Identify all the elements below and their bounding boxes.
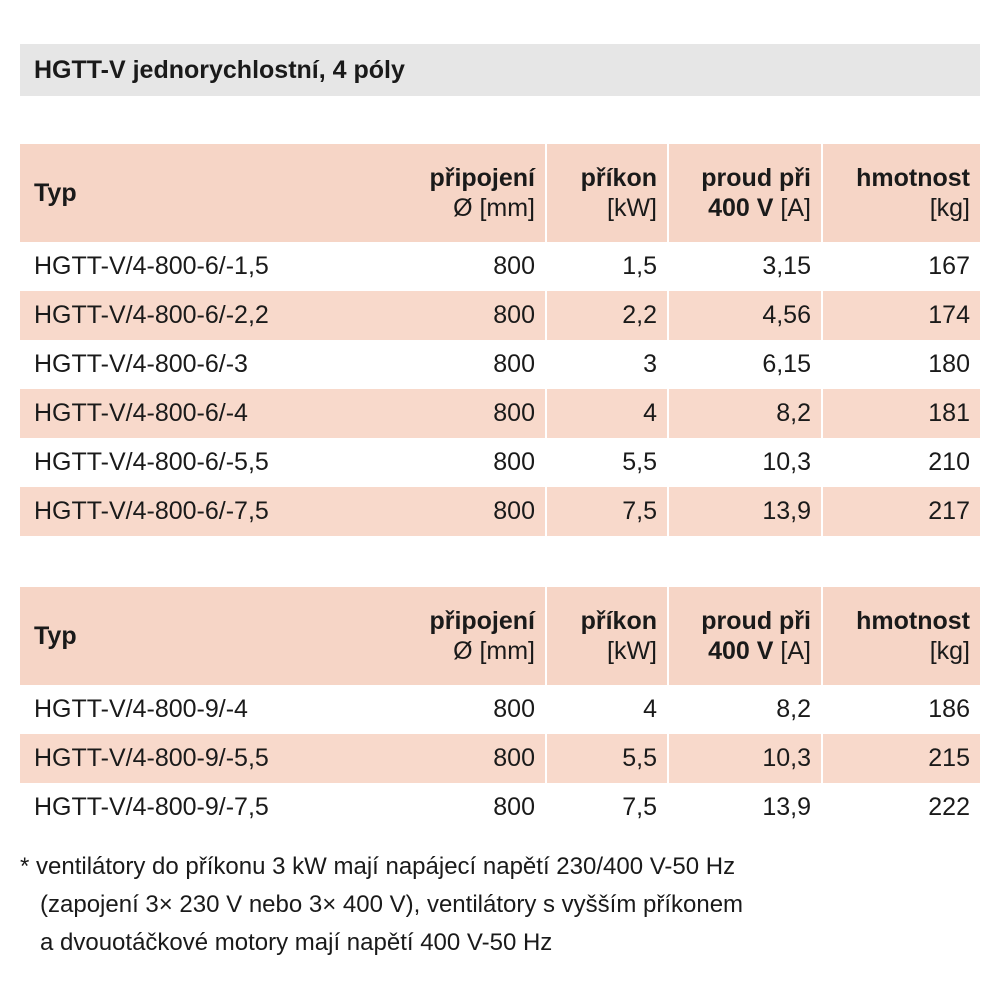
- cell-hmotnost: 167: [821, 242, 980, 291]
- col-header-proud-voltage: 400 V: [708, 194, 774, 222]
- cell-proud: 4,56: [667, 291, 822, 340]
- col-header-proud: proud při 400 V [A]: [667, 587, 822, 685]
- cell-proud: 8,2: [667, 685, 822, 734]
- cell-proud: 10,3: [667, 438, 822, 487]
- col-header-prikon: příkon [kW]: [545, 587, 668, 685]
- col-header-prikon-label: příkon: [580, 607, 657, 635]
- table-row: HGTT-V/4-800-6/-7,5 800 7,5 13,9 217: [20, 487, 980, 536]
- cell-typ: HGTT-V/4-800-9/-5,5: [20, 734, 372, 783]
- col-header-typ: Typ: [20, 587, 372, 685]
- cell-prikon: 1,5: [545, 242, 668, 291]
- cell-typ: HGTT-V/4-800-6/-3: [34, 350, 248, 378]
- col-header-hmotnost-unit: [kg]: [929, 637, 970, 665]
- spec-table-1: Typ připojení Ø [mm] příkon [kW] proud p…: [20, 144, 980, 536]
- col-header-hmotnost: hmotnost [kg]: [821, 144, 980, 242]
- cell-typ: HGTT-V/4-800-6/-7,5: [20, 487, 372, 536]
- cell-pripojeni: 800: [372, 389, 546, 438]
- table-row: HGTT-V/4-800-6/-4 800 4 8,2 181: [20, 389, 980, 438]
- footnote-line-2: (zapojení 3× 230 V nebo 3× 400 V), venti…: [40, 891, 744, 918]
- cell-typ: HGTT-V/4-800-6/-5,5: [34, 448, 269, 476]
- col-header-pripojeni-unit: Ø [mm]: [453, 194, 535, 222]
- col-header-proud: proud při 400 V [A]: [667, 144, 822, 242]
- footnote-line-3: a dvouotáčkové motory mají napětí 400 V-…: [40, 929, 553, 956]
- col-header-pripojeni-label: připojení: [429, 164, 535, 192]
- cell-hmotnost: 210: [821, 438, 980, 487]
- col-header-prikon-unit: [kW]: [607, 194, 657, 222]
- cell-proud: 8,2: [667, 389, 822, 438]
- table-row: HGTT-V/4-800-6/-1,5 800 1,5 3,15 167: [20, 242, 980, 291]
- cell-hmotnost: 174: [821, 291, 980, 340]
- col-header-typ: Typ: [20, 144, 372, 242]
- cell-prikon: 4: [545, 389, 668, 438]
- cell-hmotnost: 181: [821, 389, 980, 438]
- col-header-pripojeni-unit: Ø [mm]: [453, 637, 535, 665]
- col-header-hmotnost-label: hmotnost: [856, 164, 970, 192]
- cell-pripojeni: 800: [372, 291, 546, 340]
- col-header-proud-voltage: 400 V: [708, 637, 774, 665]
- cell-proud: 13,9: [667, 487, 822, 536]
- page-title: HGTT-V jednorychlostní, 4 póly: [20, 44, 980, 96]
- cell-pripojeni: 800: [493, 350, 535, 378]
- table-header-row: Typ připojení Ø [mm] příkon [kW] proud p…: [20, 144, 980, 242]
- cell-hmotnost: 217: [821, 487, 980, 536]
- cell-proud: 6,15: [667, 340, 822, 389]
- table-row: HGTT-V/4-800-9/-5,5 800 5,5 10,3 215: [20, 734, 980, 783]
- col-header-pripojeni: připojení Ø [mm]: [372, 144, 546, 242]
- cell-typ: HGTT-V/4-800-6/-1,5: [34, 252, 269, 280]
- footnote: * ventilátory do příkonu 3 kW mají napáj…: [20, 848, 980, 962]
- col-header-prikon: příkon [kW]: [545, 144, 668, 242]
- table-row: HGTT-V/4-800-9/-4 800 4 8,2 186: [20, 685, 980, 734]
- cell-prikon: 7,5: [545, 783, 668, 832]
- col-header-proud-label: proud při: [701, 164, 811, 192]
- cell-typ: HGTT-V/4-800-9/-4: [34, 695, 248, 723]
- table-row: HGTT-V/4-800-6/-3 800 3 6,15 180: [20, 340, 980, 389]
- cell-pripojeni: 800: [372, 487, 546, 536]
- cell-proud: 13,9: [667, 783, 822, 832]
- cell-prikon: 5,5: [545, 734, 668, 783]
- col-header-proud-unit: [A]: [780, 194, 811, 222]
- table-row: HGTT-V/4-800-6/-5,5 800 5,5 10,3 210: [20, 438, 980, 487]
- col-header-hmotnost-unit: [kg]: [929, 194, 970, 222]
- table-row: HGTT-V/4-800-9/-7,5 800 7,5 13,9 222: [20, 783, 980, 832]
- cell-hmotnost: 186: [821, 685, 980, 734]
- cell-pripojeni: 800: [493, 793, 535, 821]
- cell-pripojeni: 800: [493, 448, 535, 476]
- col-header-proud-unit-line: 400 V [A]: [669, 193, 811, 223]
- col-header-prikon-unit: [kW]: [607, 637, 657, 665]
- col-header-pripojeni-label: připojení: [429, 607, 535, 635]
- col-header-pripojeni: připojení Ø [mm]: [372, 587, 546, 685]
- cell-typ: HGTT-V/4-800-9/-7,5: [34, 793, 269, 821]
- spec-table-2: Typ připojení Ø [mm] příkon [kW] proud p…: [20, 587, 980, 832]
- cell-pripojeni: 800: [493, 695, 535, 723]
- cell-prikon: 2,2: [545, 291, 668, 340]
- table-row: HGTT-V/4-800-6/-2,2 800 2,2 4,56 174: [20, 291, 980, 340]
- cell-hmotnost: 180: [821, 340, 980, 389]
- cell-proud: 3,15: [667, 242, 822, 291]
- cell-proud: 10,3: [667, 734, 822, 783]
- cell-typ: HGTT-V/4-800-6/-4: [20, 389, 372, 438]
- cell-hmotnost: 222: [821, 783, 980, 832]
- cell-prikon: 3: [545, 340, 668, 389]
- col-header-prikon-label: příkon: [580, 164, 657, 192]
- cell-prikon: 4: [545, 685, 668, 734]
- cell-typ: HGTT-V/4-800-6/-2,2: [20, 291, 372, 340]
- col-header-proud-unit-line: 400 V [A]: [669, 636, 811, 666]
- col-header-proud-unit: [A]: [780, 637, 811, 665]
- cell-pripojeni: 800: [493, 252, 535, 280]
- col-header-hmotnost: hmotnost [kg]: [821, 587, 980, 685]
- cell-pripojeni: 800: [372, 734, 546, 783]
- table-header-row: Typ připojení Ø [mm] příkon [kW] proud p…: [20, 587, 980, 685]
- cell-prikon: 7,5: [545, 487, 668, 536]
- cell-prikon: 5,5: [545, 438, 668, 487]
- cell-hmotnost: 215: [821, 734, 980, 783]
- col-header-proud-label: proud při: [701, 607, 811, 635]
- footnote-line-1: * ventilátory do příkonu 3 kW mají napáj…: [20, 853, 736, 880]
- col-header-hmotnost-label: hmotnost: [856, 607, 970, 635]
